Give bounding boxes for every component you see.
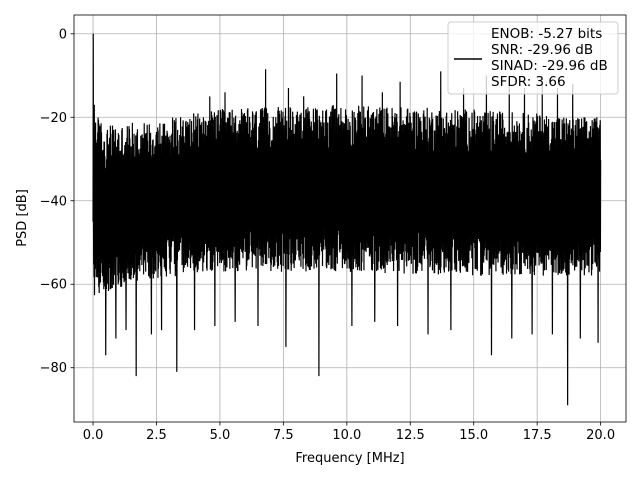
legend-snr: SNR: -29.96 dB — [491, 42, 593, 58]
x-axis-label: Frequency [MHz] — [295, 451, 404, 466]
y-tick-label: −80 — [40, 361, 67, 376]
legend-box — [447, 21, 619, 95]
x-tick-label: 12.5 — [396, 428, 425, 443]
x-tick-label: 5.0 — [210, 428, 231, 443]
x-tick-label: 0.0 — [83, 428, 104, 443]
y-tick-label: 0 — [59, 27, 67, 42]
x-tick-label: 10.0 — [332, 428, 361, 443]
legend-sinad: SINAD: -29.96 dB — [491, 58, 608, 74]
y-tick-label: −20 — [40, 111, 67, 126]
legend: ENOB: -5.27 bits SNR: -29.96 dB SINAD: -… — [447, 21, 619, 95]
psd-series — [92, 33, 602, 406]
x-tick-label: 7.5 — [273, 428, 294, 443]
x-axis-ticks: 0.0 2.5 5.0 7.5 10.0 12.5 15.0 17.5 20.0 — [83, 422, 615, 443]
y-tick-label: −60 — [40, 278, 67, 293]
psd-trace — [92, 33, 602, 406]
plot-frame — [73, 14, 627, 423]
y-axis-label: PSD [dB] — [15, 189, 30, 247]
legend-enob: ENOB: -5.27 bits — [491, 26, 602, 42]
y-axis-ticks: 0 −20 −40 −60 −80 — [40, 27, 74, 376]
x-tick-label: 17.5 — [523, 428, 552, 443]
x-tick-label: 2.5 — [146, 428, 167, 443]
legend-sfdr: SFDR: 3.66 — [491, 74, 566, 90]
x-tick-label: 15.0 — [459, 428, 488, 443]
x-tick-label: 20.0 — [586, 428, 615, 443]
y-tick-label: −40 — [40, 194, 67, 209]
